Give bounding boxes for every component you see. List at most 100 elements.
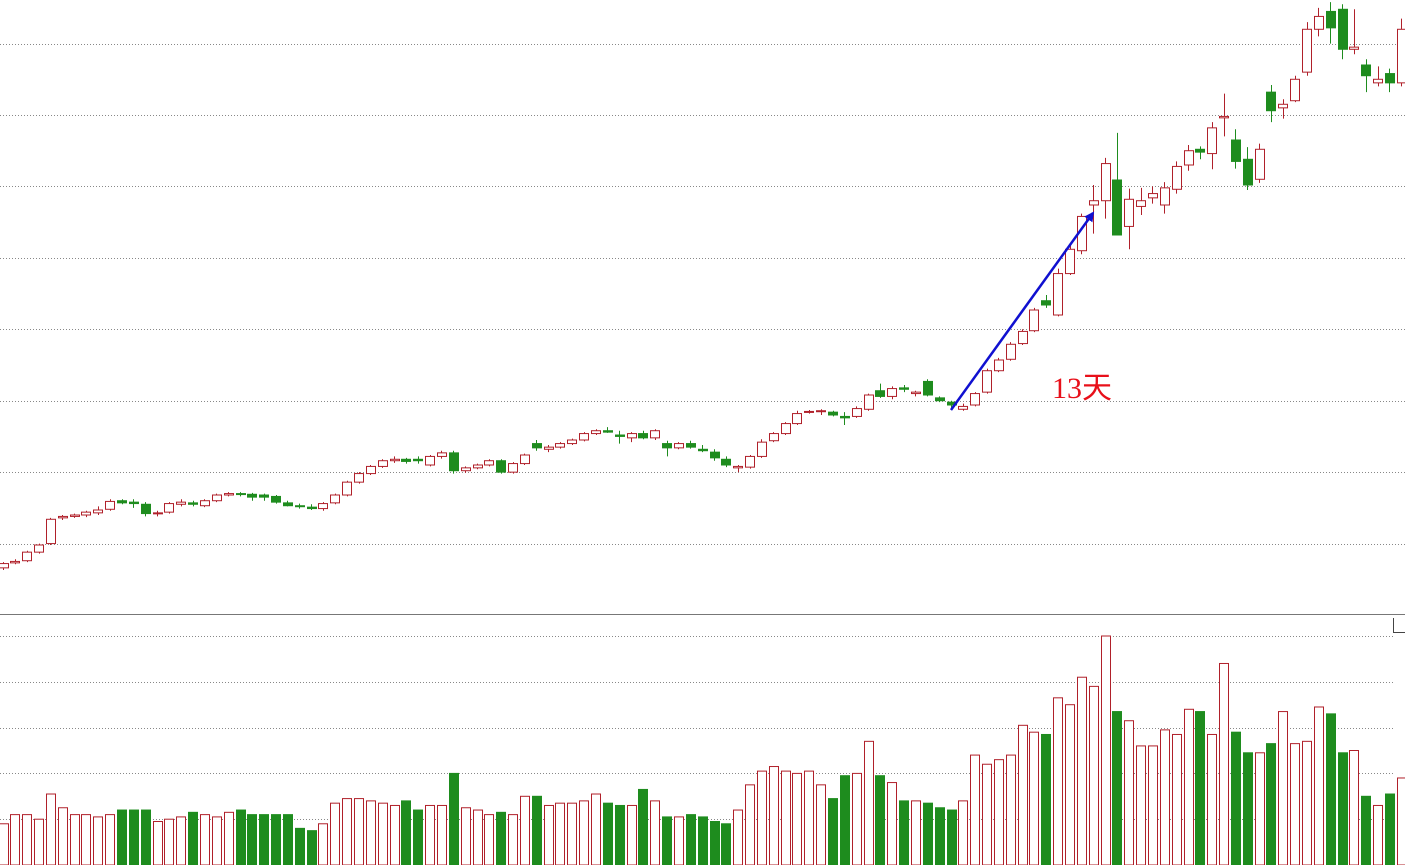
candle-body <box>354 473 364 483</box>
candle-body <box>0 563 9 569</box>
candle-body <box>1302 28 1312 73</box>
volume-bar <box>1231 731 1241 865</box>
candle-body <box>93 509 103 514</box>
volume-bar <box>1290 743 1300 865</box>
candle-body <box>34 544 44 553</box>
candle-body <box>994 359 1004 372</box>
candle-body <box>318 503 328 510</box>
volume-bar <box>1349 750 1359 865</box>
candle-body <box>662 443 672 449</box>
volume-bar <box>259 814 269 865</box>
candle-body <box>1231 139 1241 162</box>
volume-bar <box>1041 733 1051 865</box>
candle-body <box>1349 46 1359 50</box>
candle-body <box>1065 248 1075 275</box>
volume-bar <box>852 772 862 865</box>
candle-body <box>627 433 637 439</box>
candle-body <box>875 390 885 397</box>
volume-bar <box>461 807 471 865</box>
candle-body <box>781 423 791 435</box>
volume-bar <box>603 802 613 865</box>
volume-bar <box>1385 793 1395 865</box>
volume-bar <box>840 775 850 865</box>
volume-bar <box>1373 804 1383 865</box>
volume-bar <box>0 823 9 865</box>
volume-bar <box>994 759 1004 865</box>
volume-bar <box>816 784 826 865</box>
candle-body <box>425 455 435 466</box>
candle-body <box>1373 78 1383 84</box>
candle-body <box>852 408 862 417</box>
candle-body <box>591 430 601 435</box>
volume-bar <box>307 830 317 865</box>
volume-bar <box>1077 676 1087 865</box>
candle-body <box>828 411 838 416</box>
volume-bar <box>804 770 814 865</box>
volume-bar <box>638 788 648 865</box>
candle-body <box>1101 163 1111 202</box>
candle-body <box>70 514 80 517</box>
volume-bar <box>1195 711 1205 865</box>
candle-body <box>342 481 352 496</box>
volume-bar <box>188 811 198 865</box>
candle-body <box>105 500 115 510</box>
volume-bar <box>792 772 802 865</box>
candle-body <box>378 460 388 467</box>
volume-bar <box>970 754 980 865</box>
volume-bar <box>93 816 103 865</box>
candle-body <box>236 493 246 496</box>
volume-bar <box>1006 754 1016 865</box>
candle-body <box>188 502 198 505</box>
candle-body <box>1160 187 1170 206</box>
volume-bar <box>721 823 731 865</box>
candle-body <box>603 430 613 433</box>
candle-body <box>1006 343 1016 360</box>
volume-bar <box>650 800 660 865</box>
volume-bar <box>591 793 601 865</box>
volume-bar <box>46 793 56 865</box>
candle-body <box>1148 193 1158 199</box>
candle-body <box>283 502 293 507</box>
candle-body <box>1136 200 1146 207</box>
candle-body <box>224 493 234 496</box>
volume-bar <box>1065 704 1075 865</box>
volume-bar <box>1338 752 1348 865</box>
volume-bar <box>1018 724 1028 865</box>
candle-body <box>982 370 992 393</box>
candle-body <box>129 501 139 505</box>
candle-body <box>911 391 921 395</box>
volume-bar <box>354 798 364 865</box>
candle-body <box>508 463 518 473</box>
candle-body <box>307 506 317 510</box>
volume-bar <box>958 800 968 865</box>
candle-body <box>164 503 174 513</box>
volume-bar <box>449 772 459 865</box>
volume-bar <box>615 804 625 865</box>
volume-bar <box>105 814 115 865</box>
candle-body <box>247 493 257 498</box>
volume-bar <box>1207 733 1217 865</box>
candle-body <box>567 439 577 445</box>
candle-body <box>710 451 720 459</box>
candle-body <box>1053 273 1063 316</box>
volume-bar <box>1397 777 1405 865</box>
candle-body <box>686 443 696 448</box>
volume-bar <box>1148 745 1158 865</box>
volume-bar <box>1089 685 1099 865</box>
candle-body <box>496 460 506 473</box>
volume-bar <box>1053 697 1063 865</box>
volume-bar <box>1255 752 1265 865</box>
volume-bar <box>473 809 483 865</box>
candle-body <box>1290 78 1300 102</box>
candle-body <box>970 393 980 406</box>
candle-body <box>153 512 163 515</box>
volume-bar <box>413 809 423 865</box>
volume-bar <box>520 795 530 865</box>
candle-body <box>46 518 56 545</box>
candle-body <box>1195 148 1205 153</box>
volume-bar <box>22 814 32 865</box>
candle-body <box>1029 309 1039 332</box>
volume-bar <box>1278 711 1288 865</box>
volume-bar <box>117 809 127 865</box>
